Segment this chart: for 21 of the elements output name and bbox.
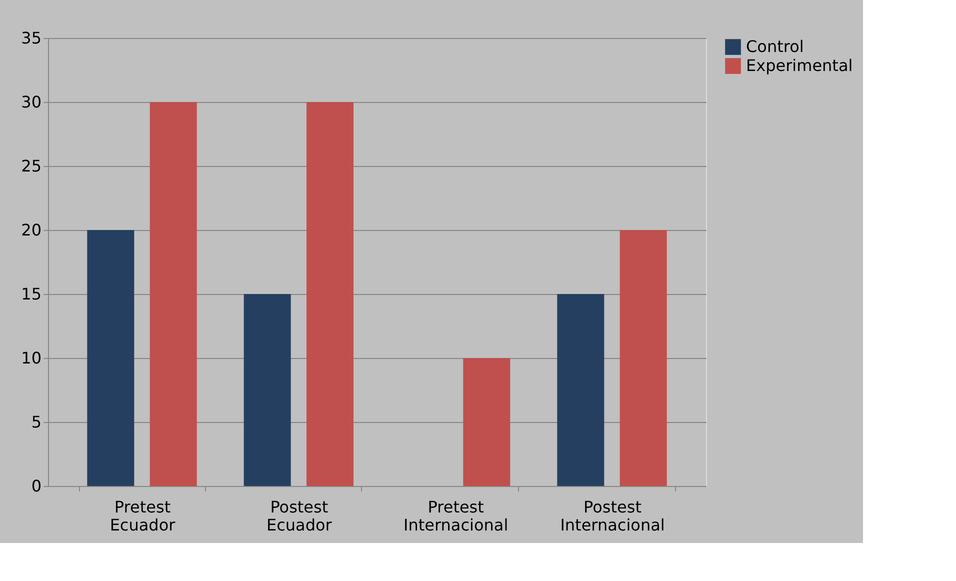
- y-tick-label: 30: [21, 92, 42, 112]
- y-tick-label: 20: [21, 220, 42, 240]
- bar: [620, 230, 667, 486]
- x-tick-label: Pretest Internacional: [404, 498, 508, 534]
- y-tick-label: 0: [31, 476, 42, 496]
- x-tick-label: Pretest Ecuador: [110, 498, 176, 534]
- bar: [463, 358, 510, 486]
- bar: [244, 294, 291, 486]
- legend-label: Experimental: [746, 56, 853, 75]
- bar: [150, 102, 197, 486]
- legend-label: Control: [746, 37, 804, 56]
- y-tick-label: 5: [31, 412, 42, 432]
- y-tick-label: 10: [21, 348, 42, 368]
- bar: [306, 102, 354, 486]
- y-tick-label: 15: [21, 284, 42, 304]
- y-tick-label: 35: [21, 28, 42, 48]
- y-tick-label: 25: [21, 156, 42, 176]
- bar: [557, 294, 604, 486]
- bar: [87, 230, 134, 486]
- x-tick-label: Postest Ecuador: [266, 498, 332, 534]
- x-tick-label: Postest Internacional: [560, 498, 665, 534]
